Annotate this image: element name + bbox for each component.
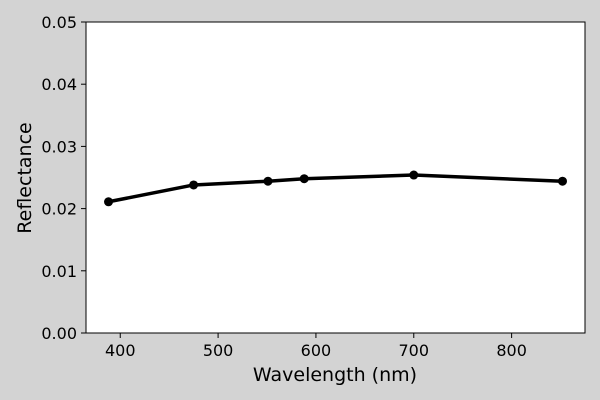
y-axis-ticks: 0.00 0.01 0.02 0.03 0.04 0.05 [41, 13, 86, 343]
y-tick-label: 0.01 [41, 262, 77, 281]
series-layer [104, 170, 567, 207]
x-tick-label: 500 [203, 341, 234, 360]
x-tick-label: 800 [496, 341, 527, 360]
x-axis-label: Wavelength (nm) [253, 364, 417, 386]
y-tick-label: 0.00 [41, 324, 77, 343]
x-tick-label: 700 [399, 341, 430, 360]
y-tick-label: 0.03 [41, 137, 77, 156]
y-tick-label: 0.02 [41, 200, 77, 219]
data-point [557, 176, 567, 186]
series-line [106, 173, 565, 204]
x-tick-label: 600 [301, 341, 332, 360]
data-point [299, 174, 309, 184]
y-axis-label: Reflectance [14, 122, 36, 233]
data-point [263, 176, 273, 186]
x-tick-label: 400 [105, 341, 136, 360]
y-tick-label: 0.05 [41, 13, 77, 32]
x-axis-ticks: 400 500 600 700 800 [105, 333, 527, 360]
y-tick-label: 0.04 [41, 75, 77, 94]
data-point [409, 170, 419, 180]
data-point [189, 180, 199, 190]
data-point [104, 197, 114, 207]
